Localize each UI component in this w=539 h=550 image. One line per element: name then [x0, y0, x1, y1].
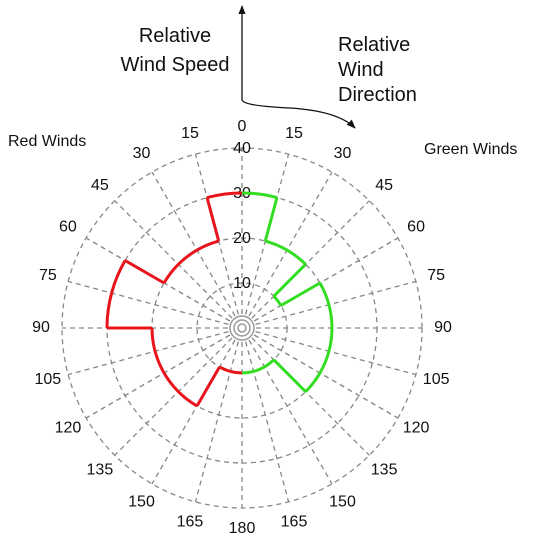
- spoke: [85, 334, 231, 419]
- sector-arc: [327, 327, 334, 352]
- step-connector: [272, 263, 307, 298]
- sector-arc: [196, 239, 220, 252]
- spoke: [251, 200, 370, 319]
- sector-arc: [286, 248, 307, 266]
- spoke: [255, 330, 417, 376]
- theta-tick-label: 45: [91, 177, 109, 194]
- spoke: [248, 171, 333, 317]
- direction-arrow: [241, 99, 356, 129]
- theta-tick-label: 180: [229, 520, 256, 537]
- step-connector: [124, 259, 165, 285]
- sector-arc: [263, 358, 275, 369]
- spoke: [114, 337, 233, 456]
- theta-tick-label: 150: [329, 493, 356, 510]
- theta-tick-label: 165: [281, 513, 308, 530]
- r-tick-label: 10: [233, 275, 251, 292]
- sector-arc: [272, 295, 283, 307]
- theta-tick-label: 0: [238, 118, 247, 135]
- sector-arc: [162, 372, 180, 393]
- step-connector: [280, 281, 321, 307]
- spoke: [67, 330, 229, 376]
- theta-tick-label: 150: [128, 493, 155, 510]
- sector-arc: [150, 327, 157, 352]
- r-axis-label: Relative Wind Speed: [121, 25, 230, 76]
- step-connector: [195, 366, 221, 407]
- sector-arc: [105, 292, 114, 329]
- center-ring: [237, 323, 247, 333]
- step-connector: [272, 358, 307, 393]
- theta-tick-label: 135: [371, 461, 398, 478]
- spoke: [244, 341, 290, 503]
- spoke: [248, 339, 333, 485]
- theta-tick-label: 60: [407, 219, 425, 236]
- theta-tick-label: 120: [403, 420, 430, 437]
- sector-arc: [241, 191, 278, 200]
- r-tick-label: 20: [233, 230, 251, 247]
- theta-tick-label: 90: [434, 319, 452, 336]
- r-tick-label: 40: [233, 140, 251, 157]
- sector-arc: [206, 191, 243, 200]
- grid-ring: [196, 282, 288, 374]
- sector-arc: [110, 259, 127, 294]
- sector-arc: [162, 263, 180, 284]
- legend-label: Red Winds: [8, 133, 86, 150]
- spoke: [253, 237, 399, 322]
- center-ring: [233, 319, 251, 337]
- sector-arc: [177, 390, 198, 408]
- theta-tick-label: 15: [181, 125, 199, 142]
- spoke: [151, 171, 236, 317]
- step-connector: [205, 197, 221, 242]
- theta-tick-label: 30: [334, 145, 352, 162]
- grid-ring: [61, 147, 423, 509]
- sector-arc: [218, 365, 231, 373]
- theta-tick-label: 30: [133, 145, 151, 162]
- spoke: [255, 280, 417, 326]
- theta-tick-label: 90: [32, 319, 50, 336]
- theta-tick-label: 75: [427, 267, 445, 284]
- theta-tick-label: 105: [423, 371, 450, 388]
- step-connector: [263, 197, 279, 242]
- sector-arc: [327, 304, 334, 329]
- spoke: [114, 200, 233, 319]
- spoke: [67, 280, 229, 326]
- theta-tick-label: 60: [59, 219, 77, 236]
- theta-tick-label: 45: [375, 177, 393, 194]
- sector-arc: [318, 350, 331, 374]
- spoke: [251, 337, 370, 456]
- theta-tick-label: 120: [55, 420, 82, 437]
- spoke: [151, 339, 236, 485]
- theta-tick-label: 15: [285, 125, 303, 142]
- sector-arc: [318, 282, 331, 306]
- theta-tick-label: 165: [177, 513, 204, 530]
- sector-arc: [241, 370, 255, 375]
- theta-tick-label: 105: [34, 371, 61, 388]
- spoke: [194, 341, 240, 503]
- sector-arc: [177, 248, 198, 266]
- center-ring: [229, 315, 255, 341]
- theta-tick-label: 75: [39, 267, 57, 284]
- sector-arc: [153, 350, 166, 374]
- theta-tick-label: 135: [87, 461, 114, 478]
- sector-arc: [253, 365, 266, 373]
- spoke: [253, 334, 399, 419]
- theta-axis-label: Relative Wind Direction: [338, 34, 417, 106]
- sector-arc: [304, 372, 322, 393]
- sector-arc: [264, 239, 288, 252]
- sector-arc: [229, 370, 243, 375]
- legend-label: Green Winds: [424, 141, 517, 158]
